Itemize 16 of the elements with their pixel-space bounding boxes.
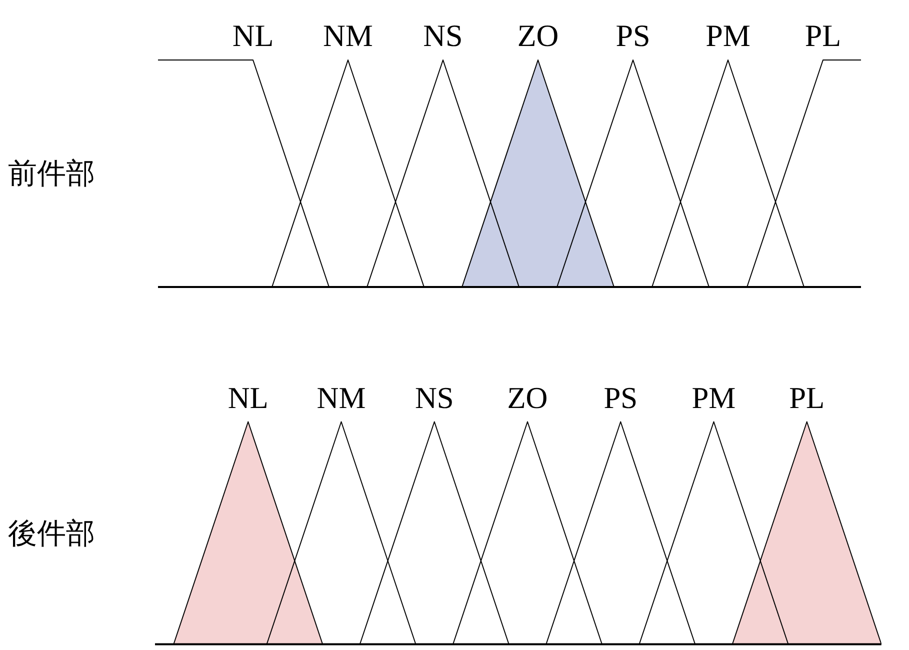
series-label: PL [789, 381, 825, 416]
y-axis-title: 前件部 [8, 155, 96, 192]
series-label: PM [706, 18, 750, 53]
series-label: NL [232, 18, 274, 53]
series-label: ZO [517, 18, 559, 53]
series-label: NM [323, 18, 373, 53]
series-label: PM [692, 381, 736, 416]
series-label: NL [228, 381, 268, 416]
y-axis-title: 後件部 [8, 515, 96, 552]
series-label: PS [616, 18, 650, 53]
series-label: PL [804, 18, 842, 53]
series-label: NS [423, 18, 463, 53]
series-label: ZO [507, 381, 548, 416]
series-label: NS [414, 381, 454, 416]
series-label: PS [604, 381, 638, 416]
series-label: NM [316, 381, 366, 416]
